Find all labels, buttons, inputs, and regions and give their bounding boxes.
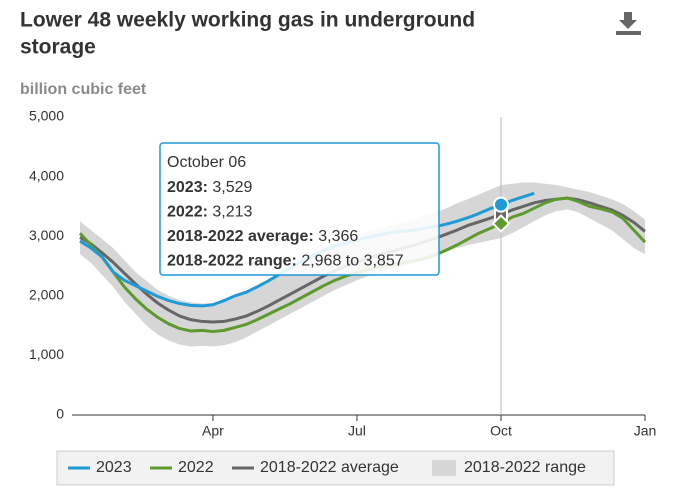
y-tick-label: 5,000 [29, 108, 64, 124]
tooltip-label: 2018-2022 range: [167, 253, 297, 270]
y-tick-label: 2,000 [29, 287, 64, 303]
y-tick-label: 1,000 [29, 346, 64, 362]
tooltip-value: 3,529 [212, 179, 252, 196]
tooltip-value: 3,366 [318, 228, 358, 245]
legend-item[interactable]: 2018-2022 range [432, 459, 586, 476]
legend-label: 2018-2022 average [260, 459, 399, 476]
tooltip-row: 2018-2022 average: 3,366 [167, 228, 358, 245]
tooltip-label: 2018-2022 average: [167, 228, 314, 245]
y-tick-label: 3,000 [29, 227, 64, 243]
legend-label: 2022 [178, 459, 214, 476]
tooltip-value: 3,213 [212, 204, 252, 221]
hover-marker [492, 196, 509, 213]
chart-subtitle: billion cubic feet [20, 81, 147, 98]
legend-swatch [432, 460, 456, 476]
tooltip-row: 2023: 3,529 [167, 179, 253, 196]
y-tick-label: 4,000 [29, 167, 64, 183]
legend: 2023 2022 2018-2022 average 2018-2022 range [56, 450, 615, 486]
legend-item[interactable]: 2018-2022 average [232, 459, 399, 476]
chart-title: Lower 48 weekly working gas in undergrou… [20, 9, 475, 32]
tooltip-value: 2,968 to 3,857 [301, 253, 403, 270]
y-tick-label: 0 [56, 406, 64, 422]
legend-item[interactable]: 2023 [68, 459, 132, 476]
tooltip-label: 2023: [167, 179, 208, 196]
download-icon-base [616, 31, 641, 35]
tooltip-title: October 06 [167, 154, 246, 171]
legend-label: 2018-2022 range [464, 459, 586, 476]
download-icon [619, 12, 637, 29]
legend-item[interactable]: 2022 [150, 459, 214, 476]
download-button[interactable] [612, 8, 644, 38]
tooltip-box [159, 142, 440, 276]
chart-title: storage [20, 36, 96, 59]
tooltip-label: 2022: [167, 204, 208, 221]
legend-box [56, 450, 615, 486]
tooltip-row: 2018-2022 range: 2,968 to 3,857 [167, 253, 404, 270]
hover-marker [491, 214, 511, 233]
x-tick-label: Jul [348, 423, 366, 439]
tooltip-row: 2022: 3,213 [167, 204, 253, 221]
x-tick-label: Jan [634, 423, 657, 439]
x-tick-label: Apr [202, 423, 224, 439]
x-tick-label: Oct [490, 423, 512, 439]
legend-label: 2023 [96, 459, 132, 476]
